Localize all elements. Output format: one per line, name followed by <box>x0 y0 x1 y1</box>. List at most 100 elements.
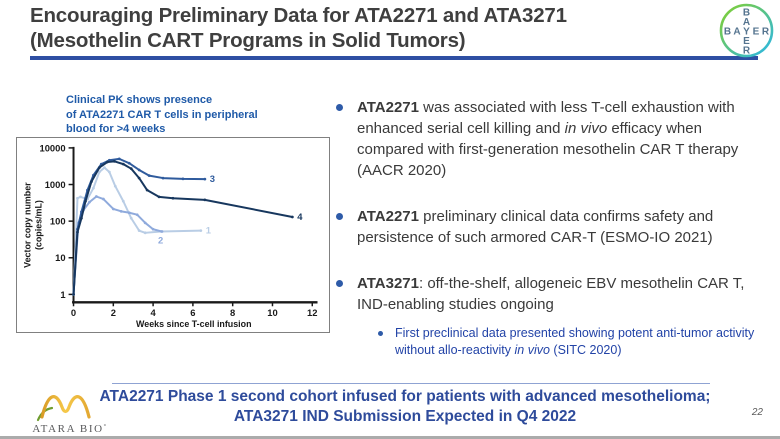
series-end-label: 4 <box>297 211 303 222</box>
pk-chart-svg: 1 10 100 1000 10000 0 2 4 6 8 10 12 Weeks since T-ce… <box>22 142 318 329</box>
data-point <box>129 167 133 171</box>
data-point <box>171 196 175 200</box>
data-point <box>111 207 115 211</box>
y-axis-title: Vector copy number <box>22 182 32 268</box>
data-point <box>95 195 98 198</box>
bayer-letter: Y <box>743 27 750 38</box>
y-tick-label: 1 <box>60 289 65 300</box>
y-tick-label: 100 <box>50 216 66 227</box>
text-segment: preliminary clinical data confirms safet… <box>357 208 714 246</box>
bayer-letter: R <box>762 27 770 38</box>
data-point <box>102 197 105 201</box>
text-segment: in vivo <box>564 120 608 137</box>
x-tick-label: 12 <box>307 307 317 318</box>
title-underline <box>30 56 758 60</box>
data-point <box>76 196 79 200</box>
atara-bio-logo: ATARA BIO° <box>32 395 107 435</box>
data-point <box>112 159 116 163</box>
data-point <box>137 176 141 180</box>
y-tick-label: 10 <box>55 252 65 263</box>
data-point <box>135 213 139 217</box>
data-point <box>203 177 207 181</box>
data-point <box>145 188 149 192</box>
series-line-4 <box>72 160 294 296</box>
bayer-letter: A <box>733 27 740 38</box>
text-segment: ATA2271 <box>357 99 419 116</box>
text-segment: First preclinical data presented showing… <box>395 326 755 357</box>
data-point <box>127 161 131 165</box>
bayer-letter: B <box>743 8 750 19</box>
atara-crown-mark <box>40 395 91 419</box>
y-axis-title: (copies/mL) <box>33 200 43 250</box>
pk-chart: 1 10 100 1000 10000 0 2 4 6 8 10 12 Weeks since T-ce… <box>16 137 330 333</box>
bullet-text: ATA3271: off-the-shelf, allogeneic EBV m… <box>357 273 764 315</box>
x-axis-title: Weeks since T-cell infusion <box>136 319 251 329</box>
banner-line-2: ATA3271 IND Submission Expected in Q4 20… <box>233 408 577 426</box>
series-line-2 <box>72 195 164 296</box>
bullet-list: ATA2271 was associated with less T-cell … <box>336 97 764 359</box>
data-point <box>76 230 79 234</box>
data-point <box>151 227 155 231</box>
bayer-letter: A <box>743 17 750 28</box>
data-point <box>147 174 151 177</box>
data-point <box>107 170 111 174</box>
x-tick-label: 6 <box>190 307 195 318</box>
y-tick-label: 10000 <box>39 142 65 153</box>
data-point <box>157 195 161 199</box>
sub-bullet-dot <box>378 331 383 336</box>
series-line-3 <box>72 157 206 296</box>
data-point <box>97 166 101 169</box>
sub-bullet-text: First preclinical data presented showing… <box>395 325 764 359</box>
slide-bottom-edge <box>0 436 780 439</box>
x-tick-label: 0 <box>71 307 76 318</box>
atara-wordmark: ATARA BIO° <box>32 423 107 435</box>
data-point <box>143 221 147 225</box>
data-point <box>103 166 106 169</box>
data-point <box>290 215 294 219</box>
banner-top-rule <box>112 383 710 384</box>
y-tick-label: 1000 <box>45 179 66 190</box>
series-end-label: 1 <box>206 225 211 236</box>
data-point <box>97 170 101 174</box>
data-point <box>143 231 147 235</box>
x-tick-label: 8 <box>230 307 235 318</box>
data-point <box>90 180 93 184</box>
page-number: 22 <box>751 407 763 418</box>
data-point <box>88 200 91 204</box>
text-segment: in vivo <box>514 342 550 357</box>
x-tick-label: 10 <box>267 307 277 318</box>
data-point <box>80 216 83 220</box>
data-point <box>79 195 82 199</box>
data-point <box>203 198 207 202</box>
bayer-letter: E <box>743 36 750 47</box>
bullet-dot <box>336 104 343 111</box>
bullet-dot <box>336 213 343 220</box>
bullet-text: ATA2271 was associated with less T-cell … <box>357 97 764 181</box>
text-segment: ATA2271 <box>357 208 419 225</box>
text-segment: ATA3271 <box>357 275 419 292</box>
data-point <box>92 186 95 190</box>
data-point <box>127 211 131 215</box>
data-point <box>84 199 87 203</box>
series-end-label: 3 <box>210 173 215 184</box>
bayer-letter: B <box>724 27 731 38</box>
text-segment: efficacy when compared with first-genera… <box>357 120 739 179</box>
data-point <box>199 229 203 233</box>
bayer-circle <box>719 3 774 58</box>
text-segment: (SITC 2020) <box>549 342 622 357</box>
data-point <box>121 199 125 203</box>
series-line-1 <box>72 166 202 296</box>
text-segment: : off-the-shelf, allogeneic EBV mesothel… <box>357 275 745 313</box>
data-point <box>113 184 117 188</box>
series-end-label: 2 <box>158 234 163 245</box>
bullet-dot <box>336 280 343 287</box>
data-point <box>161 176 165 180</box>
bullet-text: ATA2271 preliminary clinical data confir… <box>357 206 764 248</box>
data-point <box>105 160 109 164</box>
data-point <box>119 209 123 213</box>
data-point <box>129 216 133 220</box>
data-point <box>160 230 164 233</box>
